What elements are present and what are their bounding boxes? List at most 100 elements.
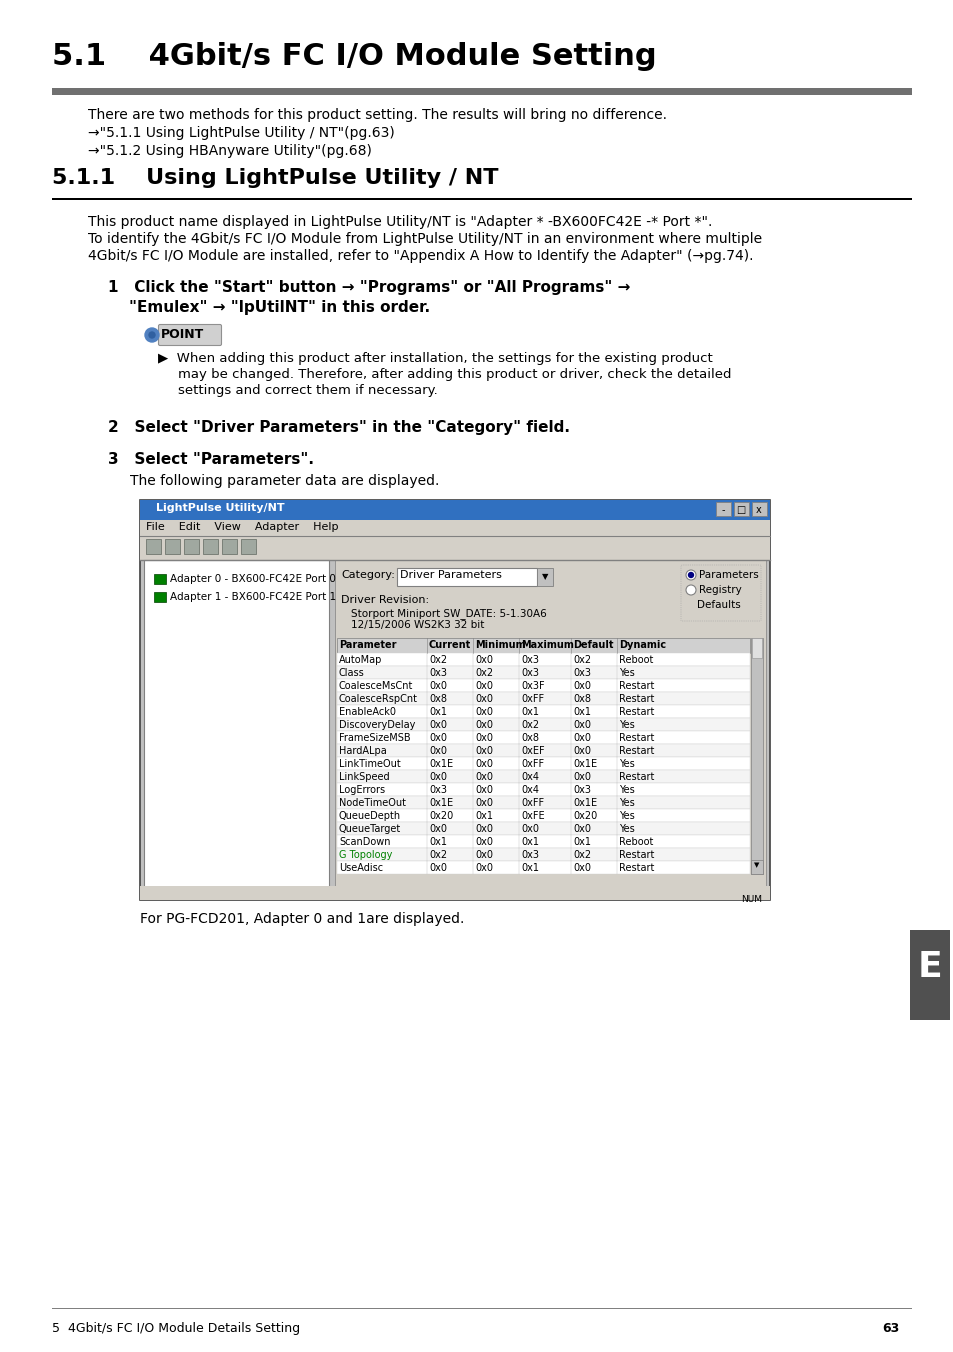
Text: 0xEF: 0xEF [520, 746, 544, 756]
Bar [336, 744, 749, 757]
Text: 0x1: 0x1 [429, 707, 447, 717]
Text: 5  4Gbit/s FC I/O Module Details Setting: 5 4Gbit/s FC I/O Module Details Setting [52, 1322, 300, 1334]
Text: 0x2: 0x2 [429, 654, 447, 665]
Text: 0x0: 0x0 [429, 746, 447, 756]
Text: 0x8: 0x8 [429, 694, 447, 704]
Bar [750, 860, 762, 873]
Text: Parameter: Parameter [338, 639, 396, 650]
Text: File    Edit    View    Adapter    Help: File Edit View Adapter Help [146, 522, 338, 531]
Text: 0x0: 0x0 [429, 863, 447, 873]
Text: 0x1: 0x1 [573, 707, 590, 717]
Text: Reboot: Reboot [618, 837, 653, 846]
Text: 0x1E: 0x1E [429, 758, 453, 769]
Text: 4Gbit/s FC I/O Module are installed, refer to "Appendix A How to Identify the Ad: 4Gbit/s FC I/O Module are installed, ref… [88, 249, 753, 264]
Text: NodeTimeOut: NodeTimeOut [338, 798, 406, 808]
Bar [336, 679, 749, 692]
Bar [751, 502, 766, 516]
Text: 0x1E: 0x1E [429, 798, 453, 808]
Text: 0x0: 0x0 [475, 694, 493, 704]
Text: 0xFF: 0xFF [520, 694, 543, 704]
Bar [335, 560, 765, 896]
Text: →"5.1.1 Using LightPulse Utility / NT"(pg.63): →"5.1.1 Using LightPulse Utility / NT"(p… [88, 126, 395, 141]
FancyBboxPatch shape [680, 565, 760, 621]
Text: Yes: Yes [618, 811, 634, 821]
Text: Yes: Yes [618, 668, 634, 677]
Text: 0x0: 0x0 [429, 733, 447, 744]
Bar [222, 539, 236, 554]
Bar [751, 638, 761, 658]
Bar [336, 808, 749, 822]
Bar [140, 521, 769, 535]
Text: ▼: ▼ [754, 863, 759, 868]
Text: E: E [917, 950, 942, 984]
Text: 0x2: 0x2 [429, 850, 447, 860]
Text: CoalesceRspCnt: CoalesceRspCnt [338, 694, 417, 704]
Bar [336, 861, 749, 873]
Text: 0x0: 0x0 [429, 721, 447, 730]
Text: 0x0: 0x0 [475, 798, 493, 808]
Text: DiscoveryDelay: DiscoveryDelay [338, 721, 415, 730]
Text: Current: Current [429, 639, 471, 650]
Bar [241, 539, 255, 554]
Text: 0x3: 0x3 [429, 668, 447, 677]
Bar [153, 592, 166, 602]
Bar [396, 568, 537, 585]
Text: This product name displayed in LightPulse Utility/NT is "Adapter * -BX600FC42E -: This product name displayed in LightPuls… [88, 215, 712, 228]
Bar [750, 638, 762, 873]
Text: 0x0: 0x0 [475, 863, 493, 873]
Bar [146, 539, 161, 554]
Text: Default: Default [573, 639, 613, 650]
Text: QueueDepth: QueueDepth [338, 811, 400, 821]
Text: Adapter 1 - BX600-FC42E Port 1: Adapter 1 - BX600-FC42E Port 1 [170, 592, 335, 602]
Bar [140, 535, 769, 560]
Text: AutoMap: AutoMap [338, 654, 382, 665]
Text: x: x [756, 506, 761, 515]
Bar [716, 502, 730, 516]
Text: Maximum: Maximum [520, 639, 574, 650]
Text: Class: Class [338, 668, 364, 677]
Text: 0x0: 0x0 [475, 721, 493, 730]
Text: LightPulse Utility/NT: LightPulse Utility/NT [156, 503, 284, 512]
Text: Restart: Restart [618, 746, 654, 756]
Text: 0x3: 0x3 [429, 786, 447, 795]
Text: □: □ [736, 506, 745, 515]
Bar [336, 783, 749, 796]
Text: Yes: Yes [618, 786, 634, 795]
Text: The following parameter data are displayed.: The following parameter data are display… [130, 475, 439, 488]
Text: Restart: Restart [618, 772, 654, 781]
Text: 0xFF: 0xFF [520, 758, 543, 769]
Bar [336, 638, 749, 653]
Text: ScanDown: ScanDown [338, 837, 390, 846]
Bar [336, 796, 749, 808]
Text: 63: 63 [882, 1322, 899, 1334]
Text: 0x20: 0x20 [429, 811, 453, 821]
Text: HardALpa: HardALpa [338, 746, 386, 756]
Text: 0x0: 0x0 [475, 823, 493, 834]
Circle shape [688, 572, 693, 577]
Text: ▼: ▼ [541, 572, 548, 581]
Text: 0x2: 0x2 [573, 654, 591, 665]
Text: 0x0: 0x0 [475, 654, 493, 665]
Text: 0x0: 0x0 [520, 823, 538, 834]
Bar [52, 88, 911, 95]
Bar [537, 568, 553, 585]
Text: Restart: Restart [618, 863, 654, 873]
Text: LinkSpeed: LinkSpeed [338, 772, 389, 781]
Text: 0x1: 0x1 [520, 863, 538, 873]
Bar [184, 539, 199, 554]
Text: 0x0: 0x0 [475, 733, 493, 744]
Text: Parameters: Parameters [699, 571, 758, 580]
Text: G Topology: G Topology [338, 850, 392, 860]
Text: 0x2: 0x2 [573, 850, 591, 860]
Text: 3   Select "Parameters".: 3 Select "Parameters". [108, 452, 314, 466]
Bar [336, 692, 749, 704]
Text: 12/15/2006 WS2K3 32 bit: 12/15/2006 WS2K3 32 bit [351, 621, 484, 630]
Text: settings and correct them if necessary.: settings and correct them if necessary. [178, 384, 437, 397]
Text: Yes: Yes [618, 758, 634, 769]
Bar [140, 500, 769, 521]
Text: Restart: Restart [618, 707, 654, 717]
Text: 0x0: 0x0 [573, 733, 590, 744]
Text: 0xFF: 0xFF [520, 798, 543, 808]
Text: 0x3: 0x3 [573, 668, 590, 677]
Bar [140, 886, 769, 900]
